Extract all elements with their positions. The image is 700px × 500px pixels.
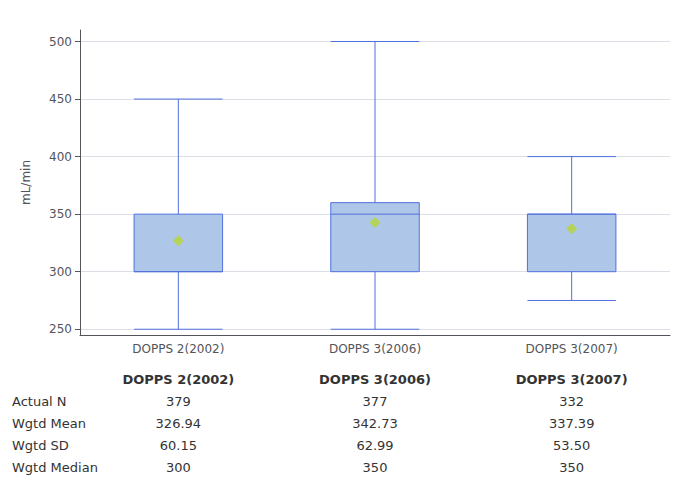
svg-text:DOPPS 2(2002): DOPPS 2(2002) [132,342,224,356]
svg-text:DOPPS 3(2007): DOPPS 3(2007) [526,342,618,356]
svg-text:53.50: 53.50 [553,438,590,453]
svg-text:379: 379 [166,394,191,409]
svg-text:500: 500 [49,35,72,49]
svg-text:300: 300 [49,265,72,279]
svg-text:Wgtd Mean: Wgtd Mean [12,416,86,431]
svg-text:300: 300 [166,460,191,475]
svg-text:Wgtd Median: Wgtd Median [12,460,98,475]
svg-text:Actual N: Actual N [12,394,67,409]
svg-text:337.39: 337.39 [549,416,595,431]
svg-text:332: 332 [559,394,584,409]
svg-text:Wgtd SD: Wgtd SD [12,438,69,453]
svg-text:377: 377 [363,394,388,409]
svg-text:mL/min: mL/min [19,160,33,205]
svg-text:DOPPS 3(2007): DOPPS 3(2007) [516,372,628,387]
svg-text:DOPPS 3(2006): DOPPS 3(2006) [319,372,431,387]
svg-text:326.94: 326.94 [156,416,202,431]
svg-text:DOPPS 3(2006): DOPPS 3(2006) [329,342,421,356]
svg-text:350: 350 [49,207,72,221]
svg-text:350: 350 [559,460,584,475]
svg-text:400: 400 [49,150,72,164]
svg-text:DOPPS 2(2002): DOPPS 2(2002) [122,372,234,387]
svg-text:450: 450 [49,92,72,106]
svg-text:62.99: 62.99 [356,438,393,453]
svg-text:350: 350 [363,460,388,475]
svg-text:60.15: 60.15 [160,438,197,453]
svg-text:342.73: 342.73 [352,416,398,431]
svg-text:250: 250 [49,322,72,336]
